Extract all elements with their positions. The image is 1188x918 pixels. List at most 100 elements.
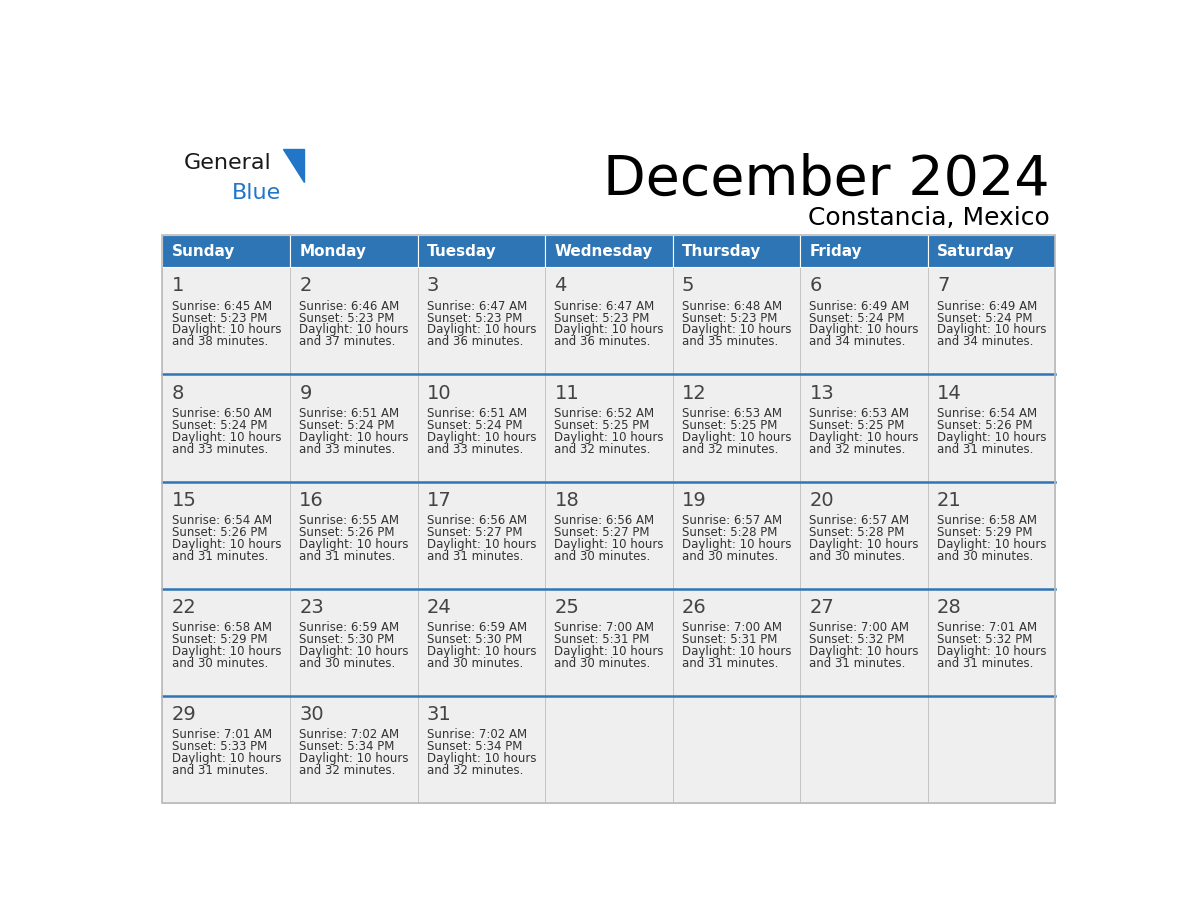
Text: Sunrise: 7:02 AM: Sunrise: 7:02 AM xyxy=(299,728,399,742)
Text: 5: 5 xyxy=(682,276,695,296)
Text: 12: 12 xyxy=(682,384,707,403)
FancyBboxPatch shape xyxy=(163,267,290,375)
FancyBboxPatch shape xyxy=(801,267,928,375)
FancyBboxPatch shape xyxy=(417,482,545,588)
FancyBboxPatch shape xyxy=(545,588,672,696)
Text: and 33 minutes.: and 33 minutes. xyxy=(172,442,268,455)
Text: Sunset: 5:24 PM: Sunset: 5:24 PM xyxy=(426,419,523,431)
Text: and 36 minutes.: and 36 minutes. xyxy=(426,335,523,349)
Text: Daylight: 10 hours: Daylight: 10 hours xyxy=(555,323,664,337)
FancyBboxPatch shape xyxy=(163,375,290,482)
Text: General: General xyxy=(183,152,271,173)
Text: Daylight: 10 hours: Daylight: 10 hours xyxy=(172,752,282,766)
Text: 15: 15 xyxy=(172,491,197,509)
Text: Sunrise: 6:56 AM: Sunrise: 6:56 AM xyxy=(426,514,527,527)
Text: 29: 29 xyxy=(172,705,196,724)
Text: Daylight: 10 hours: Daylight: 10 hours xyxy=(682,431,791,443)
Text: Sunrise: 6:54 AM: Sunrise: 6:54 AM xyxy=(937,407,1037,420)
Text: and 33 minutes.: and 33 minutes. xyxy=(426,442,523,455)
Text: Sunset: 5:25 PM: Sunset: 5:25 PM xyxy=(682,419,777,431)
Text: Sunset: 5:24 PM: Sunset: 5:24 PM xyxy=(937,311,1032,325)
Text: 13: 13 xyxy=(809,384,834,403)
Text: Daylight: 10 hours: Daylight: 10 hours xyxy=(809,323,920,337)
Text: Daylight: 10 hours: Daylight: 10 hours xyxy=(299,752,409,766)
Text: Sunrise: 6:51 AM: Sunrise: 6:51 AM xyxy=(299,407,399,420)
Text: Sunset: 5:34 PM: Sunset: 5:34 PM xyxy=(426,740,523,754)
Text: Thursday: Thursday xyxy=(682,243,762,259)
Text: Sunrise: 7:00 AM: Sunrise: 7:00 AM xyxy=(555,621,655,634)
FancyBboxPatch shape xyxy=(672,482,801,588)
Text: 18: 18 xyxy=(555,491,579,509)
Text: Sunset: 5:23 PM: Sunset: 5:23 PM xyxy=(555,311,650,325)
Text: Daylight: 10 hours: Daylight: 10 hours xyxy=(937,538,1047,551)
Text: Daylight: 10 hours: Daylight: 10 hours xyxy=(172,431,282,443)
Text: Constancia, Mexico: Constancia, Mexico xyxy=(808,207,1050,230)
FancyBboxPatch shape xyxy=(928,482,1055,588)
FancyBboxPatch shape xyxy=(545,375,672,482)
Text: Sunrise: 7:02 AM: Sunrise: 7:02 AM xyxy=(426,728,527,742)
Text: and 31 minutes.: and 31 minutes. xyxy=(937,657,1034,670)
Text: Daylight: 10 hours: Daylight: 10 hours xyxy=(299,323,409,337)
Text: 27: 27 xyxy=(809,598,834,617)
Text: and 31 minutes.: and 31 minutes. xyxy=(172,550,268,563)
FancyBboxPatch shape xyxy=(672,375,801,482)
FancyBboxPatch shape xyxy=(545,482,672,588)
Text: Saturday: Saturday xyxy=(937,243,1015,259)
Text: Daylight: 10 hours: Daylight: 10 hours xyxy=(426,752,536,766)
Text: and 34 minutes.: and 34 minutes. xyxy=(937,335,1034,349)
FancyBboxPatch shape xyxy=(801,482,928,588)
Text: 30: 30 xyxy=(299,705,324,724)
FancyBboxPatch shape xyxy=(163,235,290,267)
Text: and 36 minutes.: and 36 minutes. xyxy=(555,335,651,349)
Text: Daylight: 10 hours: Daylight: 10 hours xyxy=(426,645,536,658)
Text: Sunrise: 6:54 AM: Sunrise: 6:54 AM xyxy=(172,514,272,527)
FancyBboxPatch shape xyxy=(290,588,417,696)
Text: Daylight: 10 hours: Daylight: 10 hours xyxy=(809,645,920,658)
Text: and 35 minutes.: and 35 minutes. xyxy=(682,335,778,349)
Text: Daylight: 10 hours: Daylight: 10 hours xyxy=(555,431,664,443)
Text: Sunrise: 7:01 AM: Sunrise: 7:01 AM xyxy=(937,621,1037,634)
Text: 1: 1 xyxy=(172,276,184,296)
FancyBboxPatch shape xyxy=(545,696,672,803)
Text: and 38 minutes.: and 38 minutes. xyxy=(172,335,268,349)
Text: Sunrise: 6:58 AM: Sunrise: 6:58 AM xyxy=(172,621,272,634)
Text: and 30 minutes.: and 30 minutes. xyxy=(555,550,651,563)
Text: 4: 4 xyxy=(555,276,567,296)
Text: and 31 minutes.: and 31 minutes. xyxy=(426,550,523,563)
Text: and 32 minutes.: and 32 minutes. xyxy=(299,764,396,778)
Text: Sunday: Sunday xyxy=(172,243,235,259)
Text: 28: 28 xyxy=(937,598,962,617)
Text: Sunset: 5:23 PM: Sunset: 5:23 PM xyxy=(299,311,394,325)
FancyBboxPatch shape xyxy=(801,588,928,696)
FancyBboxPatch shape xyxy=(672,267,801,375)
Text: Daylight: 10 hours: Daylight: 10 hours xyxy=(299,431,409,443)
Text: 8: 8 xyxy=(172,384,184,403)
Text: Daylight: 10 hours: Daylight: 10 hours xyxy=(555,538,664,551)
Text: 22: 22 xyxy=(172,598,196,617)
Text: 25: 25 xyxy=(555,598,580,617)
Text: and 30 minutes.: and 30 minutes. xyxy=(299,657,396,670)
Text: Daylight: 10 hours: Daylight: 10 hours xyxy=(172,323,282,337)
Text: Blue: Blue xyxy=(232,184,280,203)
Text: Sunset: 5:32 PM: Sunset: 5:32 PM xyxy=(809,633,905,646)
Text: Sunset: 5:25 PM: Sunset: 5:25 PM xyxy=(809,419,905,431)
Text: 14: 14 xyxy=(937,384,962,403)
Text: Sunset: 5:26 PM: Sunset: 5:26 PM xyxy=(172,526,267,539)
Text: 6: 6 xyxy=(809,276,822,296)
FancyBboxPatch shape xyxy=(290,267,417,375)
Text: and 32 minutes.: and 32 minutes. xyxy=(555,442,651,455)
Text: Sunset: 5:26 PM: Sunset: 5:26 PM xyxy=(299,526,394,539)
Text: Daylight: 10 hours: Daylight: 10 hours xyxy=(682,645,791,658)
Text: 21: 21 xyxy=(937,491,962,509)
FancyBboxPatch shape xyxy=(290,696,417,803)
Text: Sunset: 5:30 PM: Sunset: 5:30 PM xyxy=(426,633,522,646)
Text: 23: 23 xyxy=(299,598,324,617)
Text: Sunrise: 6:52 AM: Sunrise: 6:52 AM xyxy=(555,407,655,420)
Text: 24: 24 xyxy=(426,598,451,617)
Text: Sunrise: 6:58 AM: Sunrise: 6:58 AM xyxy=(937,514,1037,527)
Text: and 31 minutes.: and 31 minutes. xyxy=(299,550,396,563)
FancyBboxPatch shape xyxy=(417,375,545,482)
Text: Sunset: 5:23 PM: Sunset: 5:23 PM xyxy=(172,311,267,325)
Text: 31: 31 xyxy=(426,705,451,724)
Text: Sunrise: 6:49 AM: Sunrise: 6:49 AM xyxy=(809,299,910,313)
